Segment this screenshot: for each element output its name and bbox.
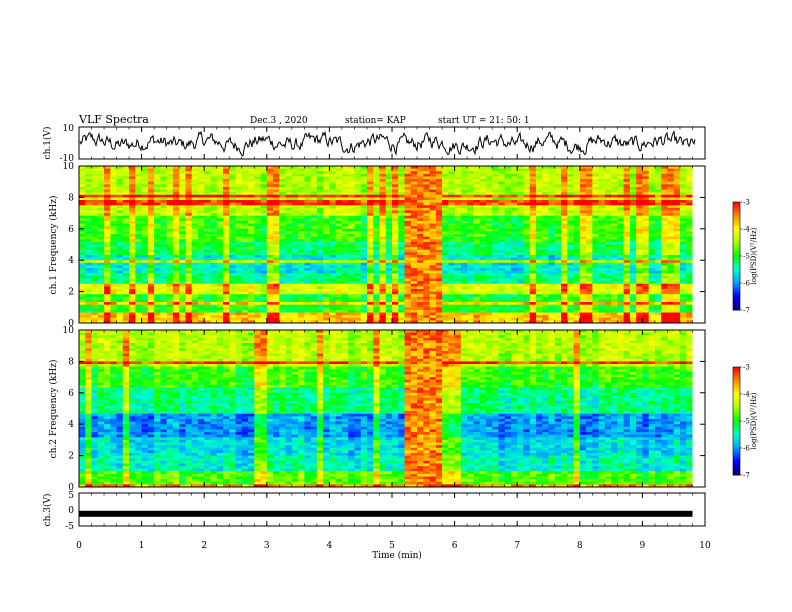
ch1-freq-ytick-label: 6: [68, 225, 74, 235]
x-tick-label: 10: [699, 541, 711, 551]
x-tick-label: 6: [452, 541, 458, 551]
ch1-ytick-top: 10: [63, 124, 75, 134]
ch3-ytick-top: 5: [68, 491, 74, 501]
ch2-freq-ytick-label: 6: [68, 389, 74, 399]
ch2-freq-ytick-label: 8: [68, 357, 74, 367]
ch1-freq-ytick-label: 10: [63, 162, 75, 172]
figure-title: VLF Spectra: [78, 113, 149, 126]
x-tick-label: 2: [201, 541, 207, 551]
ch1-colorbar-tick: -3: [743, 199, 750, 207]
ch2-colorbar-tick: -7: [743, 472, 750, 480]
x-axis-label: Time (min): [372, 550, 422, 561]
ch1-spectrogram-image: [79, 166, 705, 324]
ch2-spectrogram-panel: 0 2 4 6 8 10 ch.2 Frequency (kHz): [48, 326, 706, 493]
ch2-freq-ytick-label: 0: [68, 483, 74, 493]
ch3-ytick-mid: 0: [68, 506, 74, 516]
ch1-spectrogram-panel: 0 2 4 6 8 10 ch.1 Frequency (kHz): [48, 162, 706, 329]
x-tick-label: 4: [327, 541, 333, 551]
ch2-spectrogram-image: [79, 330, 705, 488]
ch3-signal-trace: [79, 510, 693, 517]
x-tick-label: 8: [577, 541, 583, 551]
ch1-freq-ytick-label: 8: [68, 193, 74, 203]
ch2-colorbar-tick: -6: [743, 445, 750, 453]
ch1-colorbar-label: log(PSD)(V²/Hz): [750, 227, 758, 284]
x-tick-label: 5: [389, 541, 395, 551]
ch1-freq-ylabel: ch.1 Frequency (kHz): [48, 196, 59, 295]
ch2-freq-ytick-label: 2: [68, 452, 74, 462]
ch2-colorbar-tick: -3: [743, 364, 750, 372]
x-tick-label: 3: [264, 541, 270, 551]
x-tick-label: 0: [76, 541, 82, 551]
x-tick-label: 1: [139, 541, 145, 551]
ch1-freq-ytick-label: 2: [68, 288, 74, 298]
ch1-colorbar-tick: -6: [743, 280, 750, 288]
ch1-freq-ytick-label: 4: [68, 256, 74, 266]
x-tick-label: 9: [640, 541, 646, 551]
x-tick-label: 7: [514, 541, 520, 551]
ch1-colorbar-tick: -5: [743, 253, 750, 261]
ch2-freq-ytick-label: 4: [68, 420, 74, 430]
ch1-ytick-bottom: -10: [60, 154, 75, 164]
ch1-waveform-panel: 10 -10 ch.1(V): [42, 124, 706, 164]
time-axis: 0 1 2 3 4 5 6 7 8 9 10: [76, 127, 711, 551]
ch1-ylabel: ch.1(V): [42, 127, 53, 160]
ch3-ylabel: ch.3(V): [42, 494, 53, 527]
date-label: Dec.3 , 2020: [250, 116, 308, 126]
ch2-freq-ytick-label: 10: [63, 326, 75, 336]
ch2-colorbar: -3 -4 -5 -6 -7 log(PSD)(V²/Hz): [732, 364, 758, 480]
ch1-waveform-line: [79, 130, 696, 157]
ch2-colorbar-label: log(PSD)(V²/Hz): [750, 392, 758, 449]
ch1-colorbar-tick: -7: [743, 307, 750, 315]
ch2-colorbar-tick: -4: [743, 391, 750, 399]
ch1-colorbar-tick: -4: [743, 226, 750, 234]
ch1-colorbar: -3 -4 -5 -6 -7 log(PSD)(V²/Hz): [732, 199, 758, 315]
ch2-freq-ylabel: ch.2 Frequency (kHz): [48, 360, 59, 459]
ch2-colorbar-tick: -5: [743, 418, 750, 426]
ch1-freq-ytick-label: 0: [68, 319, 74, 329]
station-label: station= KAP: [345, 116, 406, 126]
start-time-label: start UT = 21: 50: 1: [438, 116, 530, 126]
ch3-ytick-bottom: -5: [65, 522, 74, 532]
